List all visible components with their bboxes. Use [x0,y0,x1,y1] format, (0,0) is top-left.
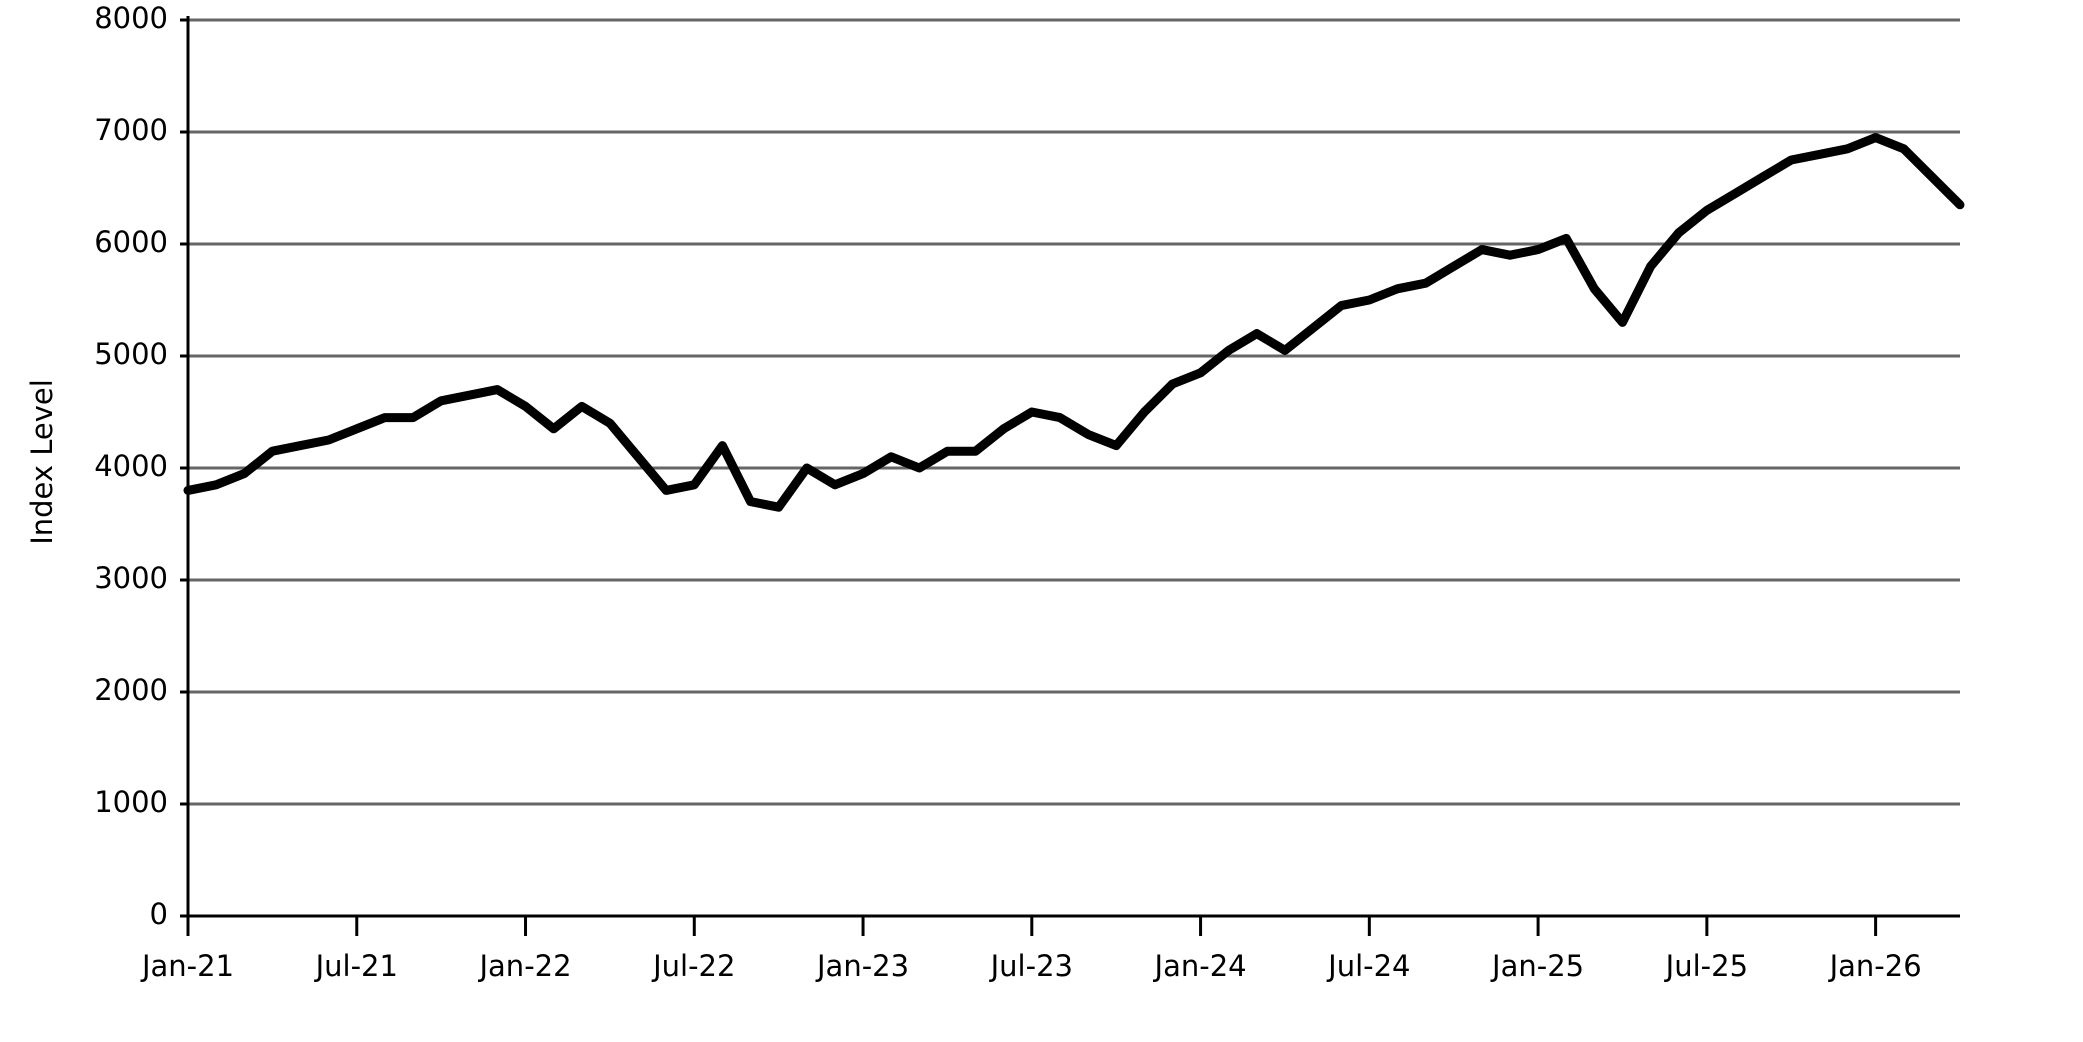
y-tick-label: 8000 [94,1,168,35]
y-tick-label: 6000 [94,225,168,259]
x-tick-label: Jan-26 [1828,949,1922,983]
x-tick-label: Jan-24 [1153,949,1247,983]
y-axis-label: Index Level [25,379,59,545]
y-tick-label: 1000 [94,785,168,819]
x-tick-label: Jul-23 [989,949,1073,983]
y-tick-label: 0 [150,897,168,931]
x-tick-label: Jan-21 [140,949,234,983]
x-tick-label: Jan-25 [1490,949,1584,983]
x-tick-label: Jul-24 [1326,949,1410,983]
data-line [183,133,1965,512]
x-tick-label: Jan-22 [477,949,571,983]
y-tick-label: 2000 [94,673,168,707]
y-tick-label: 4000 [94,449,168,483]
y-tick-label: 3000 [94,561,168,595]
x-tick-label: Jul-25 [1664,949,1748,983]
y-tick-label: 5000 [94,337,168,371]
x-tick-label: Jul-21 [314,949,398,983]
x-tick-label: Jul-22 [651,949,735,983]
y-tick-label: 7000 [94,113,168,147]
x-tick-label: Jan-23 [815,949,909,983]
